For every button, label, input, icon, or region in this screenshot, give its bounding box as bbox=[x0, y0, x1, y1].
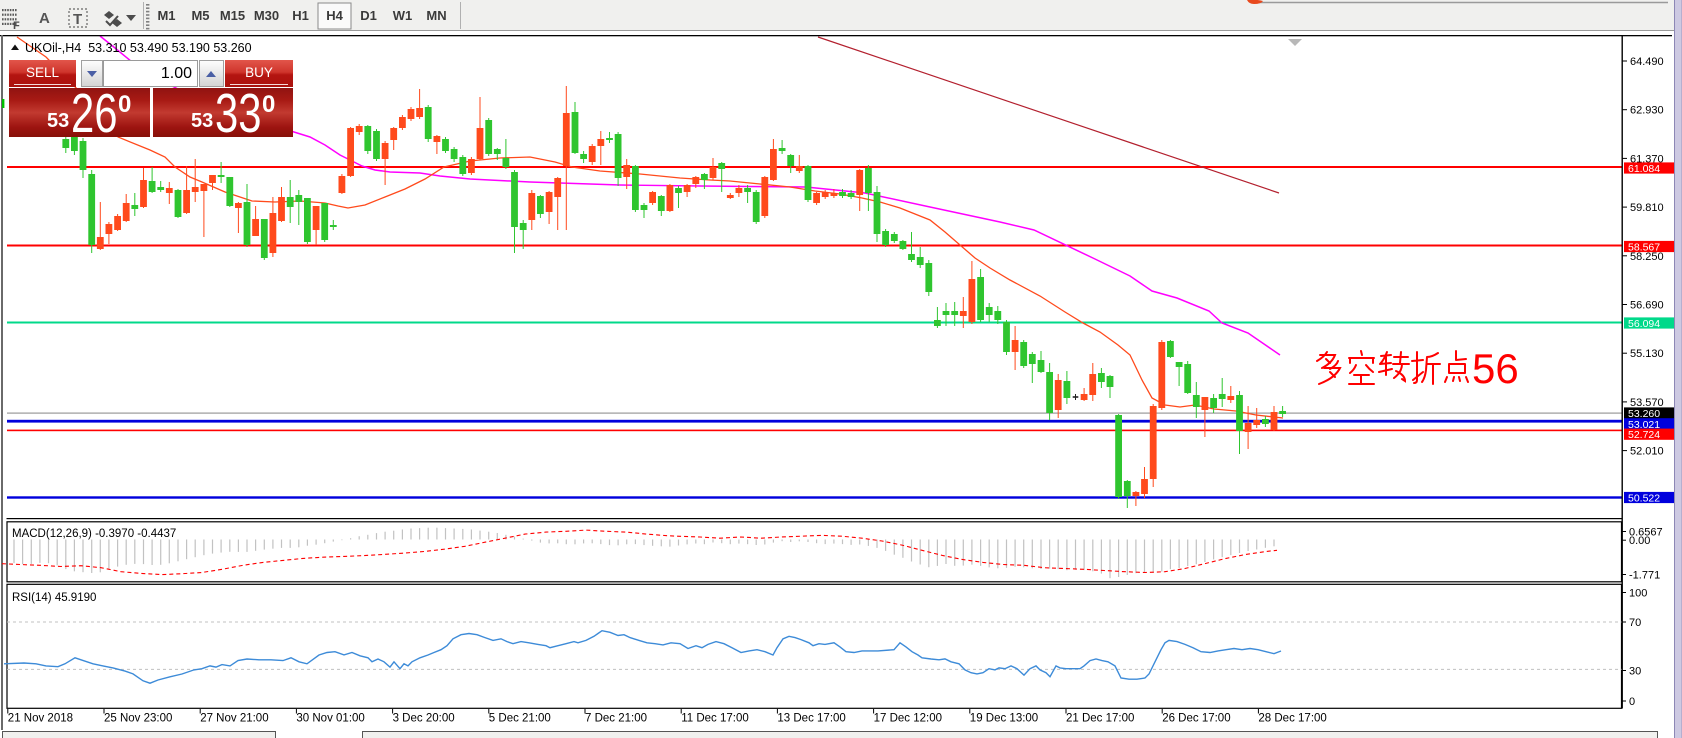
svg-text:0.00: 0.00 bbox=[1629, 535, 1650, 547]
svg-text:T: T bbox=[73, 11, 82, 28]
svg-text:53.570: 53.570 bbox=[1630, 397, 1664, 409]
svg-text:21 Nov 2018: 21 Nov 2018 bbox=[8, 713, 73, 725]
svg-text:52.724: 52.724 bbox=[1628, 429, 1660, 441]
svg-text:56.690: 56.690 bbox=[1630, 300, 1664, 312]
svg-text:25 Nov 23:00: 25 Nov 23:00 bbox=[104, 713, 172, 725]
svg-text:58.567: 58.567 bbox=[1628, 242, 1660, 254]
svg-text:5 Dec 21:00: 5 Dec 21:00 bbox=[489, 713, 551, 725]
svg-text:0.6567: 0.6567 bbox=[1629, 527, 1663, 539]
svg-text:61.084: 61.084 bbox=[1628, 163, 1660, 175]
svg-text:MACD(12,26,9) -0.3970 -0.4437: MACD(12,26,9) -0.3970 -0.4437 bbox=[12, 528, 176, 540]
svg-text:A: A bbox=[39, 10, 50, 27]
svg-text:62.930: 62.930 bbox=[1630, 105, 1664, 117]
svg-text:0: 0 bbox=[1629, 696, 1635, 708]
svg-text:F: F bbox=[13, 20, 20, 31]
svg-text:56.094: 56.094 bbox=[1628, 318, 1660, 330]
svg-text:58.250: 58.250 bbox=[1630, 251, 1664, 263]
svg-text:52.010: 52.010 bbox=[1630, 446, 1664, 458]
svg-text:64.490: 64.490 bbox=[1630, 56, 1664, 68]
svg-text:59.810: 59.810 bbox=[1630, 202, 1664, 214]
svg-text:30: 30 bbox=[1629, 666, 1641, 678]
svg-text:56: 56 bbox=[1472, 345, 1519, 392]
svg-text:UKOil-,H4 53.310 53.490 53.19: UKOil-,H4 53.310 53.490 53.190 53.260 bbox=[25, 41, 252, 55]
svg-text:RSI(14) 45.9190: RSI(14) 45.9190 bbox=[12, 592, 96, 604]
svg-text:70: 70 bbox=[1629, 617, 1641, 629]
svg-text:21 Dec 17:00: 21 Dec 17:00 bbox=[1066, 713, 1134, 725]
svg-text:13 Dec 17:00: 13 Dec 17:00 bbox=[777, 713, 845, 725]
svg-text:50.522: 50.522 bbox=[1628, 493, 1660, 505]
svg-text:19 Dec 13:00: 19 Dec 13:00 bbox=[970, 713, 1038, 725]
svg-text:53.260: 53.260 bbox=[1628, 408, 1660, 420]
svg-text:28 Dec 17:00: 28 Dec 17:00 bbox=[1258, 713, 1326, 725]
svg-text:26 Dec 17:00: 26 Dec 17:00 bbox=[1162, 713, 1230, 725]
svg-text:11 Dec 17:00: 11 Dec 17:00 bbox=[681, 713, 749, 725]
svg-text:30 Nov 01:00: 30 Nov 01:00 bbox=[296, 713, 364, 725]
svg-text:7 Dec 21:00: 7 Dec 21:00 bbox=[585, 713, 647, 725]
svg-text:53.021: 53.021 bbox=[1628, 419, 1660, 431]
svg-text:55.130: 55.130 bbox=[1630, 348, 1664, 360]
svg-text:27 Nov 21:00: 27 Nov 21:00 bbox=[200, 713, 268, 725]
svg-text:17 Dec 12:00: 17 Dec 12:00 bbox=[874, 713, 942, 725]
svg-text:-1.771: -1.771 bbox=[1629, 570, 1660, 582]
svg-text:3 Dec 20:00: 3 Dec 20:00 bbox=[393, 713, 455, 725]
svg-text:100: 100 bbox=[1629, 588, 1647, 600]
